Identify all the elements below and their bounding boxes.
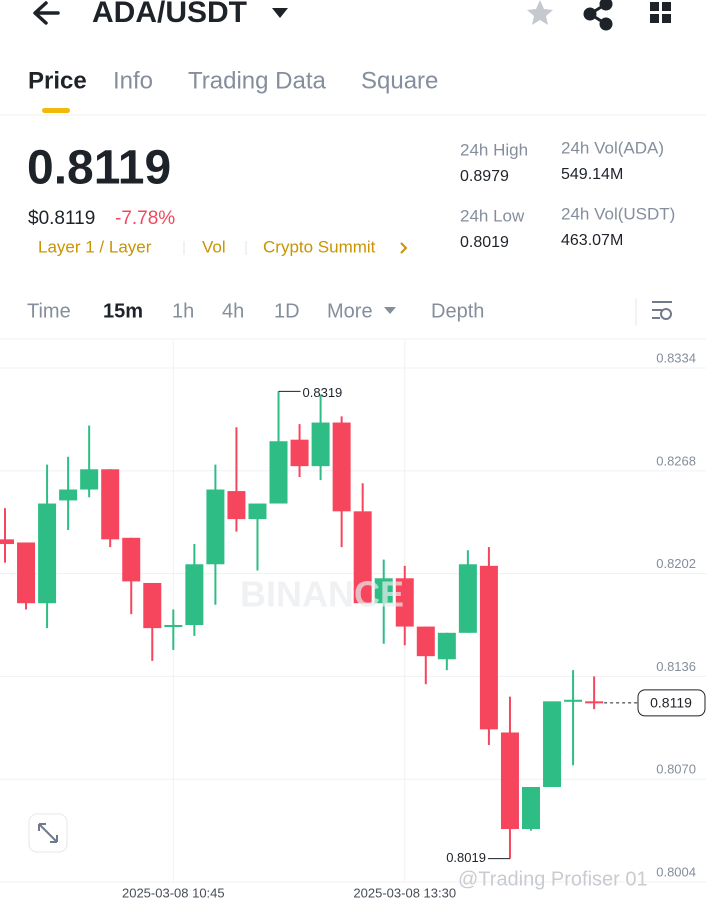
menu-icon[interactable] [650,2,671,23]
candle-body [585,701,604,704]
tag[interactable]: Layer 1 / Layer [38,237,152,256]
stat-label: 24h Vol(USDT) [561,204,675,223]
candle-body [311,422,330,467]
favorite-icon[interactable] [527,0,553,25]
candle-body [332,422,351,512]
candle-body [206,489,225,565]
price-change: -7.78% [115,208,175,229]
interval[interactable]: 1D [274,300,300,322]
usd-price: $0.8119 [28,208,95,229]
stat-label: 24h Vol(ADA) [561,138,664,157]
candle-body [416,626,435,657]
candle-body [38,503,57,604]
candle-body [143,582,162,629]
candle-body [479,565,498,730]
y-tick-label: 0.8268 [656,453,696,468]
tag[interactable]: Vol [202,237,226,256]
stat-label: 24h Low [460,206,525,225]
candle-body [437,632,456,660]
candle-body [269,441,288,504]
candle-body [248,503,267,520]
stat-value: 0.8019 [460,234,509,251]
interval[interactable]: Depth [431,300,484,322]
y-tick-label: 0.8136 [656,659,696,674]
last-price-box [637,689,706,717]
candle-body [0,539,14,545]
tab-indicator [42,108,70,113]
candle-body [500,732,519,830]
stat-value: 0.8979 [460,168,509,185]
candle-body [80,469,99,490]
tag-arrow[interactable] [400,242,408,254]
tab[interactable]: Info [113,67,153,94]
pair-dropdown[interactable] [272,8,288,18]
candle-body [564,699,583,702]
candle-body [543,701,562,787]
candle-body [17,542,36,604]
candle-body [522,786,540,830]
y-tick-label: 0.8070 [656,762,696,777]
watermark: @Trading Profiser 01 [458,868,648,890]
high-annotation: 0.8319 [303,385,343,400]
more-dropdown[interactable] [384,307,396,314]
x-tick-label: 2025-03-08 10:45 [122,885,225,900]
candle-body [374,578,393,604]
stat-value: 463.07M [561,232,623,249]
last-price-label: 0.8119 [650,695,692,711]
interval[interactable]: 1h [172,300,194,322]
candle-body [353,511,372,604]
y-tick-label: 0.8202 [656,556,696,571]
candle-body [458,564,477,633]
interval[interactable]: 4h [222,300,244,322]
interval[interactable]: 15m [103,300,143,322]
candle-body [227,491,246,520]
interval[interactable]: More [327,300,373,322]
candlestick-chart: 0.8334 0.8268 0.8202 0.8136 0.8070 0.8004 2025… [0,340,706,900]
stat-value: 549.14M [561,166,623,183]
y-tick-label: 0.8334 [656,350,696,365]
chart-settings[interactable] [652,301,672,320]
pair-title[interactable]: ADA/USDT [92,0,247,29]
candle-body [59,489,78,501]
share-icon[interactable] [583,0,613,31]
tab[interactable]: Trading Data [188,67,327,94]
candle-body [122,537,141,582]
candle-body [395,578,414,627]
x-tick-label: 2025-03-08 13:30 [353,885,456,900]
y-tick-label: 0.8004 [656,864,696,879]
low-annotation: 0.8019 [446,850,486,865]
tag[interactable]: Crypto Summit [263,237,376,256]
tab[interactable]: Square [361,67,438,94]
expand-icon [38,823,58,843]
candle-body [101,469,120,540]
candle-body [290,439,309,467]
watermark: BINANCE [240,574,404,615]
stat-label: 24h High [460,140,528,159]
tab[interactable]: Price [28,67,87,94]
candle-body [164,625,183,628]
candle-body [185,564,204,626]
interval[interactable]: Time [27,300,71,322]
back-button[interactable] [33,1,60,25]
last-price: 0.8119 [27,142,171,195]
